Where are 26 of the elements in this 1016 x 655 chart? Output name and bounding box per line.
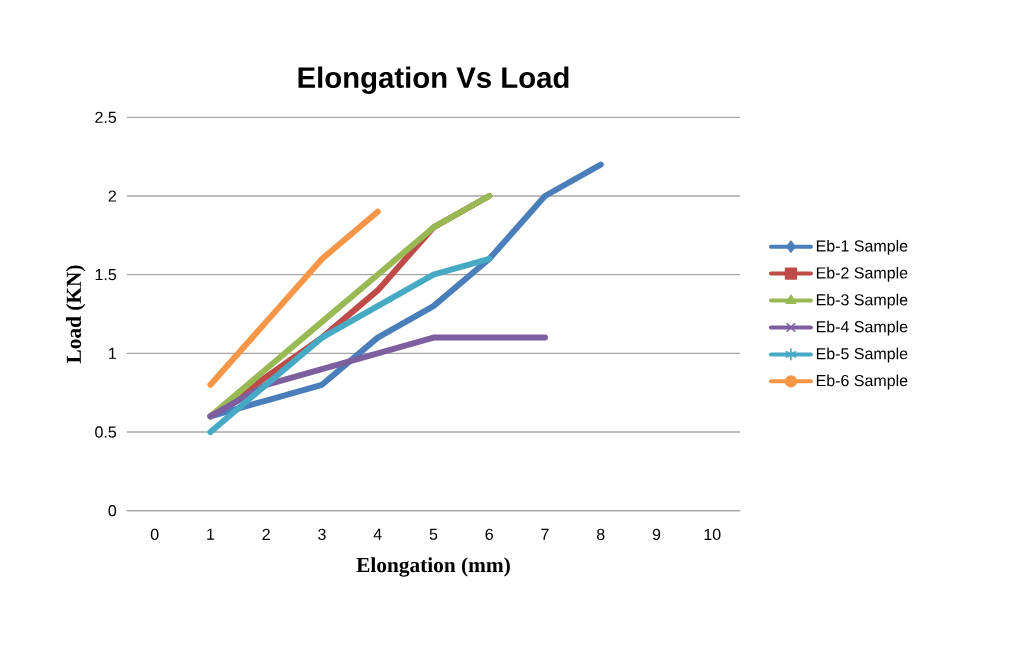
x-tick-label: 6 [485,528,493,541]
x-tick-label: 8 [596,528,605,541]
y-tick-label: 2.5 [95,111,117,124]
y-tick-label: 2 [108,190,116,202]
legend-label: Eb-4 Sample [816,320,908,336]
y-tick-label: 0.5 [95,426,117,438]
x-tick-label: 10 [704,528,721,541]
chart-title: Elongation Vs Load [298,66,569,95]
x-tick-label: 4 [373,528,382,540]
x-tick-label: 5 [429,528,438,541]
legend-label: Eb-5 Sample [816,347,908,363]
legend-label: Eb-6 Sample [816,374,908,390]
x-tick-label: 2 [262,528,270,541]
y-tick-label: 0 [108,505,117,517]
legend-label: Eb-3 Sample [816,293,908,309]
y-tick-label: 1 [109,348,116,359]
x-tick-label: 0 [150,528,159,541]
x-tick-label: 3 [318,528,326,541]
x-axis-title: Elongation (mm) [356,557,510,577]
x-tick-label: 1 [207,528,215,540]
legend-label: Eb-1 Sample [816,240,908,255]
y-tick-label: 1.5 [95,269,117,281]
x-tick-label: 7 [541,528,549,540]
x-tick-label: 9 [652,528,661,541]
y-axis-title: Load (KN) [66,265,86,364]
legend-label: Eb-2 Sample [816,266,908,282]
